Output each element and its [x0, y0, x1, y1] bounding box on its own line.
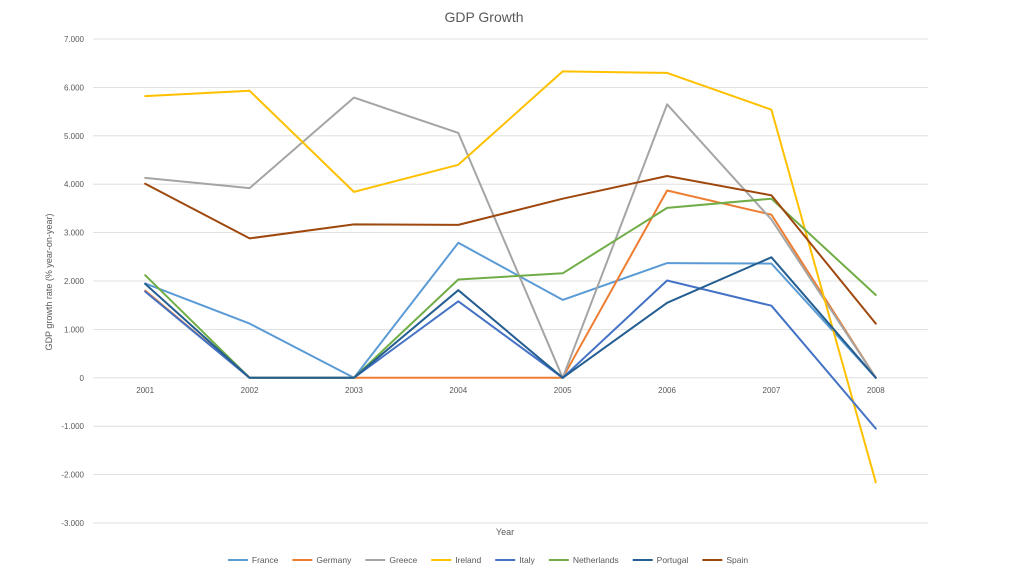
legend-label: Ireland — [455, 555, 481, 565]
y-axis-title: GDP growth rate (% year-on-year) — [44, 214, 54, 351]
x-tick-label: 2006 — [658, 386, 676, 395]
series-line-spain — [144, 175, 877, 325]
legend-item-greece: Greece — [365, 555, 417, 565]
y-tick-label: -1.000 — [61, 422, 84, 431]
legend-item-italy: Italy — [495, 555, 536, 565]
legend-label: Portugal — [657, 555, 689, 565]
legend-item-spain: Spain — [702, 555, 748, 565]
x-tick-label: 2003 — [345, 386, 363, 395]
series-lines — [144, 70, 877, 484]
series-line-ireland — [144, 70, 877, 484]
series-line-germany — [144, 189, 877, 379]
series-line-france — [144, 241, 877, 379]
series-line-portugal — [144, 256, 877, 379]
series-line-italy — [144, 279, 877, 430]
y-tick-label: 1.000 — [64, 325, 85, 334]
y-tick-label: 3.000 — [64, 229, 85, 238]
x-tick-label: 2001 — [136, 386, 154, 395]
legend-label: Italy — [519, 555, 535, 565]
y-tick-label: 4.000 — [64, 180, 85, 189]
gridlines — [93, 38, 928, 524]
x-axis-tick-labels: 2001 2002 2003 2004 2005 2006 2007 2008 — [136, 386, 885, 395]
legend-label: Netherlands — [573, 555, 619, 565]
y-tick-label: 2.000 — [64, 277, 85, 286]
x-axis-title: Year — [496, 527, 514, 537]
legend-label: France — [252, 555, 279, 565]
chart-title: GDP Growth — [444, 9, 523, 25]
legend-label: Germany — [316, 555, 352, 565]
y-tick-label: 6.000 — [64, 83, 85, 92]
y-tick-label: 7.000 — [64, 35, 85, 44]
x-tick-label: 2005 — [554, 386, 572, 395]
legend-item-germany: Germany — [292, 555, 352, 565]
y-tick-label: 0 — [80, 374, 85, 383]
legend-label: Spain — [726, 555, 748, 565]
legend-label: Greece — [389, 555, 417, 565]
y-tick-label: -2.000 — [61, 471, 84, 480]
x-tick-label: 2008 — [867, 386, 885, 395]
y-tick-label: 5.000 — [64, 132, 85, 141]
x-tick-label: 2004 — [449, 386, 467, 395]
series-line-netherlands — [144, 197, 877, 379]
y-tick-label: -3.000 — [61, 519, 84, 528]
legend-item-netherlands: Netherlands — [548, 555, 619, 565]
legend-item-portugal: Portugal — [632, 555, 689, 565]
legend-item-ireland: Ireland — [431, 555, 481, 565]
y-axis-tick-labels: -3.000 -2.000 -1.000 0 1.000 2.000 3.000 4.000 5… — [61, 35, 84, 528]
x-tick-label: 2007 — [763, 386, 781, 395]
legend-item-france: France — [227, 555, 279, 565]
x-tick-label: 2002 — [241, 386, 259, 395]
legend: France Germany Greece Ireland Italy Netherlan… — [227, 555, 748, 565]
